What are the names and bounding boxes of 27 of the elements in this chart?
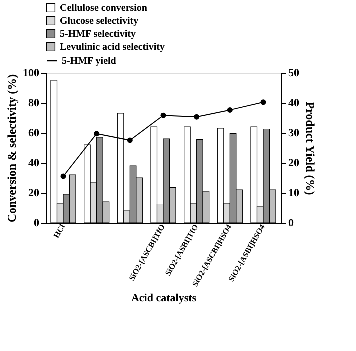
point bbox=[227, 107, 233, 113]
y-tick-label: 80 bbox=[28, 98, 40, 110]
x-axis-title: Acid catalysts bbox=[131, 292, 198, 304]
point bbox=[127, 138, 133, 144]
legend-label: 5-HMF selectivity bbox=[60, 29, 136, 40]
point bbox=[160, 112, 166, 118]
y-tick-label: 0 bbox=[34, 218, 40, 230]
y2-tick-label: 0 bbox=[288, 218, 294, 230]
y2-tick-label: 20 bbox=[288, 158, 300, 170]
y-axis-title: Conversion & selectivity (%) bbox=[5, 74, 19, 223]
y2-tick-label: 50 bbox=[288, 68, 300, 80]
legend-label: Glucose selectivity bbox=[60, 16, 139, 27]
y2-tick-label: 30 bbox=[288, 128, 300, 140]
y2-tick-label: 40 bbox=[288, 98, 300, 110]
y-tick-label: 100 bbox=[23, 68, 40, 80]
y2-axis-title: Product Yield (%) bbox=[304, 102, 318, 196]
point bbox=[94, 131, 100, 137]
legend-label: Levulinic acid selectivity bbox=[60, 42, 165, 53]
y-tick-label: 40 bbox=[28, 158, 40, 170]
y2-tick-label: 10 bbox=[288, 188, 300, 200]
y-tick-label: 60 bbox=[28, 128, 40, 140]
legend-label: Cellulose conversion bbox=[60, 3, 148, 14]
point bbox=[60, 174, 66, 180]
y-tick-label: 20 bbox=[28, 188, 40, 200]
point bbox=[260, 100, 266, 106]
legend-label: 5-HMF yield bbox=[62, 56, 117, 67]
point bbox=[194, 114, 200, 120]
